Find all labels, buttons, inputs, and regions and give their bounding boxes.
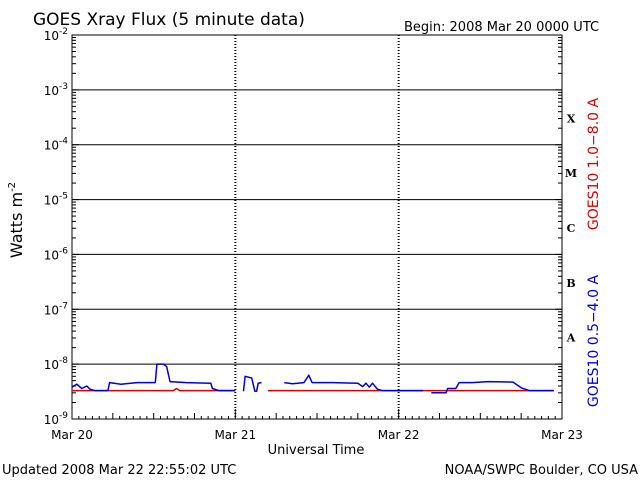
plot-frame	[71, 34, 563, 420]
legend-series-short: GOES10 0.5−4.0 A	[586, 275, 602, 408]
y-tick-label: 10-6	[44, 246, 69, 262]
x-axis-label: Universal Time	[268, 443, 365, 458]
y-tick-label: 10-7	[44, 301, 68, 317]
x-tick-label: Mar 20	[51, 428, 93, 442]
series-line-short	[242, 375, 262, 393]
series-line-long	[72, 387, 236, 392]
y-tick-label: 10-9	[44, 411, 69, 427]
legend-series-long: GOES10 1.0−8.0 A	[586, 98, 602, 231]
x-tick-label: Mar 23	[541, 428, 583, 442]
y-axis-label: Watts m-2	[7, 182, 26, 258]
flare-class-label: A	[566, 332, 576, 345]
flare-class-label: C	[567, 222, 576, 235]
chart-title: GOES Xray Flux (5 minute data)	[33, 10, 305, 30]
series-line-short	[284, 374, 424, 392]
y-tick-label: 10-2	[44, 27, 68, 43]
x-tick-label: Mar 21	[214, 428, 256, 442]
x-tick-label: Mar 22	[378, 428, 420, 442]
footer-updated: Updated 2008 Mar 22 22:55:02 UTC	[2, 463, 236, 478]
flare-class-label: X	[567, 112, 576, 125]
flare-class-label: M	[565, 167, 577, 180]
y-tick-label: 10-8	[44, 356, 69, 372]
begin-label: Begin: 2008 Mar 20 0000 UTC	[404, 20, 599, 35]
y-tick-label: 10-5	[44, 192, 68, 208]
flare-class-label: B	[566, 277, 575, 290]
y-tick-label: 10-4	[44, 137, 69, 153]
footer-credit: NOAA/SWPC Boulder, CO USA	[445, 463, 638, 478]
series-line-short	[431, 380, 554, 394]
y-tick-label: 10-3	[44, 82, 68, 98]
series-line-short	[71, 363, 236, 392]
